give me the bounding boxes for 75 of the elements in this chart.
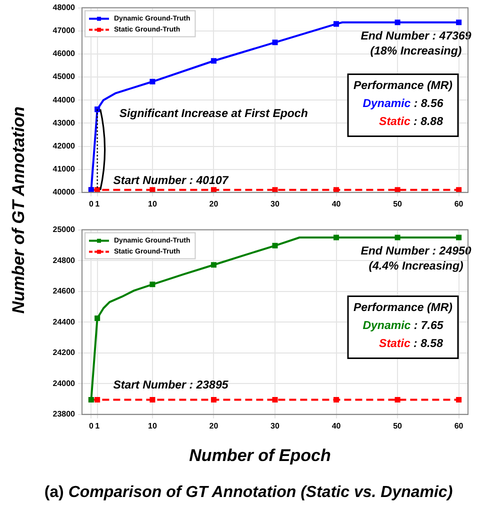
point [94,187,100,192]
point [150,282,156,288]
y-tick-label: 46000 [52,49,76,58]
x-tick-label: 10 [148,421,158,430]
x-tick-label: 0 [88,421,94,430]
y-tick-label: 48000 [52,3,76,12]
point [394,187,400,192]
point [272,397,278,403]
point [272,187,278,192]
y-tick-label: 41000 [52,164,76,174]
point [394,397,400,403]
annotation: Static : 8.58 [379,338,444,350]
point [334,187,340,192]
x-tick-label: 10 [148,199,158,208]
y-tick-label: 40000 [52,188,76,197]
annotation: End Number : 47369 [360,30,472,42]
annotation: (4.4% Increasing) [368,260,464,272]
x-tick-label: 50 [393,199,403,208]
point [394,20,400,26]
point [394,234,400,240]
point [272,40,278,46]
point [456,20,462,26]
point [94,397,100,403]
annotation: Significant Increase at First Epoch [119,108,308,120]
y-tick-label: 24600 [52,286,76,296]
annotation: Static : 8.88 [379,116,444,128]
x-tick-label: 30 [270,199,280,208]
y-tick-label: 45000 [52,72,76,82]
text: (a) Comparison of GT Annotation (Static vs. Dynamic) [44,484,453,501]
x-tick-label: 30 [270,421,280,430]
x-tick-label: 20 [209,421,219,430]
x-tick-label: 20 [209,199,219,208]
annotation: Dynamic : 8.56 [362,98,444,110]
y-axis-title: Number of GT Annotation [9,105,29,316]
x-tick-label: 0 [88,199,94,208]
annotation: Start Number : 40107 [113,175,229,188]
x-axis-title: Number of Epoch [188,446,332,466]
x-tick-label: 1 [95,421,100,430]
y-tick-label: 24400 [52,317,76,326]
y-tick-label: 47000 [52,26,76,36]
annotation: Performance (MR) [353,302,453,314]
point [334,397,340,403]
point [272,242,278,248]
point [94,315,100,322]
point [150,187,156,192]
x-tick-label: 60 [454,199,464,208]
y-tick-label: 44000 [52,95,76,104]
point [456,397,462,403]
point [150,397,156,403]
point [456,234,462,240]
point [210,262,216,268]
point [210,187,216,192]
y-tick-label: 24200 [52,348,76,358]
y-tick-label: 24800 [52,256,76,265]
y-tick-label: 24000 [52,378,76,388]
annotation: Dynamic : 7.65 [362,320,444,332]
x-tick-label: 60 [454,421,464,430]
x-tick-label: 1 [95,199,100,208]
x-tick-label: 50 [393,421,403,430]
x-tick-label: 40 [332,421,342,430]
annotation: Performance (MR) [353,80,453,92]
point [210,58,216,64]
point [150,78,156,84]
point [456,187,462,192]
y-tick-label: 42000 [52,141,76,150]
x-tick-label: 40 [332,199,342,208]
y-tick-label: 43000 [52,118,76,128]
y-tick-label: 23800 [52,410,76,419]
point [334,21,340,27]
annotation: Start Number : 23895 [113,379,229,392]
y-tick-label: 25000 [52,225,76,234]
point [334,234,340,240]
annotation: (18% Increasing) [370,45,462,58]
annotation: End Number : 24950 [360,245,472,258]
point [210,397,216,403]
